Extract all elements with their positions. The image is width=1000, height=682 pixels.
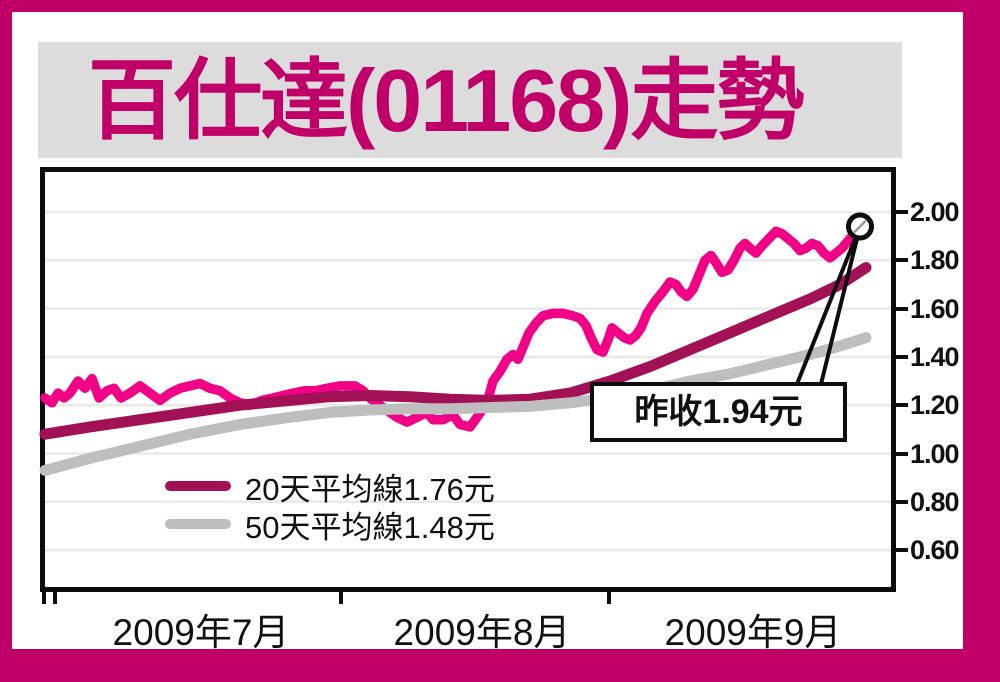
legend-label-ma50: 50天平均線1.48元 xyxy=(245,509,495,545)
legend-item-ma50: 50天平均線1.48元 xyxy=(165,507,495,545)
page-title: 百仕達(01168)走勢 xyxy=(88,51,804,150)
title-box: 百仕達(01168)走勢 xyxy=(38,42,902,158)
ma20-line-swatch xyxy=(165,481,231,491)
legend-item-ma20: 20天平均線1.76元 xyxy=(165,469,495,507)
chart-legend: 20天平均線1.76元 50天平均線1.48元 xyxy=(165,469,495,545)
annotation-last-close: 昨收1.94元 xyxy=(590,382,847,442)
ma50-line-swatch xyxy=(165,519,231,529)
